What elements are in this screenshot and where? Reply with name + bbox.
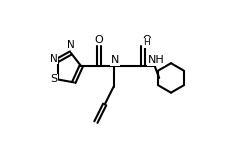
Text: O: O (94, 35, 103, 45)
Text: N: N (111, 55, 119, 65)
Text: N: N (67, 40, 75, 50)
Text: NH: NH (148, 55, 165, 65)
Text: O: O (142, 35, 151, 45)
Text: N: N (50, 54, 57, 64)
Text: H: H (143, 38, 150, 47)
Text: S: S (50, 74, 58, 84)
